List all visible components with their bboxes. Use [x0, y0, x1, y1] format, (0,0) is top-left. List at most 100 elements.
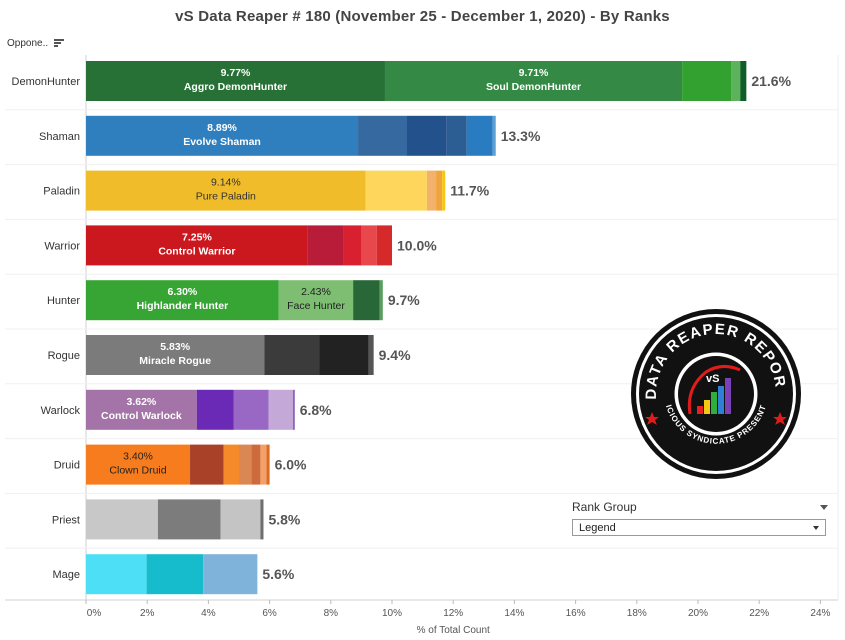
bar-segment[interactable]: [492, 115, 496, 156]
category-label: Rogue: [48, 350, 80, 362]
sort-label: Oppone..: [7, 38, 49, 49]
x-axis-label: % of Total Count: [417, 625, 490, 636]
bar-segment[interactable]: [361, 225, 377, 266]
bar-segment[interactable]: [278, 280, 354, 321]
segment-value-label: 6.30%: [167, 286, 197, 298]
bar-segment[interactable]: [268, 389, 294, 430]
x-tick-label: 12%: [443, 608, 463, 619]
rank-group-selected: Legend: [579, 521, 616, 534]
category-label: Paladin: [43, 186, 80, 198]
bar-segment[interactable]: [86, 389, 197, 430]
bar-segment[interactable]: [343, 225, 362, 266]
logo-mark: vS: [706, 373, 719, 385]
x-tick-label: 14%: [504, 608, 524, 619]
x-tick-label: 24%: [810, 608, 830, 619]
bar-segment[interactable]: [368, 335, 374, 375]
bar-segment[interactable]: [264, 335, 320, 375]
bar-segment[interactable]: [86, 554, 147, 595]
segment-value-label: 7.25%: [182, 231, 212, 243]
x-tick-label: 10%: [382, 608, 402, 619]
bar-segment[interactable]: [682, 61, 732, 101]
x-tick-label: 6%: [262, 608, 277, 619]
bar-segment[interactable]: [203, 554, 258, 595]
rank-group-dropdown[interactable]: Legend: [572, 519, 826, 536]
total-label: 5.8%: [268, 511, 300, 527]
chart-title: vS Data Reaper # 180 (November 25 - Dece…: [175, 8, 670, 25]
x-tick-label: 2%: [140, 608, 155, 619]
x-tick-label: 18%: [627, 608, 647, 619]
bar-segment[interactable]: [251, 444, 261, 485]
x-tick-label: 22%: [749, 608, 769, 619]
bar-segment[interactable]: [446, 115, 467, 156]
bar-segment[interactable]: [266, 444, 270, 485]
bar-segment[interactable]: [157, 499, 221, 540]
bar-segment[interactable]: [223, 444, 239, 485]
bar-segment[interactable]: [260, 444, 267, 485]
bar-segment[interactable]: [220, 499, 261, 540]
bar-segment[interactable]: [86, 225, 308, 266]
total-label: 6.0%: [275, 457, 307, 473]
segment-archetype-label: Miracle Rogue: [139, 355, 211, 367]
bar-segment[interactable]: [86, 115, 359, 156]
bar-segment[interactable]: [233, 389, 269, 430]
segment-archetype-label: Soul DemonHunter: [486, 81, 581, 93]
category-label: Priest: [52, 514, 80, 526]
x-tick-label: 20%: [688, 608, 708, 619]
bar-segment[interactable]: [384, 61, 683, 101]
category-label: DemonHunter: [12, 76, 81, 88]
segment-value-label: 9.14%: [211, 177, 241, 189]
bar-segment[interactable]: [379, 280, 383, 321]
bar-segment[interactable]: [260, 499, 264, 540]
bar-segment[interactable]: [731, 61, 741, 101]
segment-archetype-label: Face Hunter: [287, 300, 345, 312]
segment-value-label: 8.89%: [207, 122, 237, 134]
category-label: Mage: [52, 569, 80, 581]
segment-archetype-label: Highlander Hunter: [137, 300, 229, 312]
bar-segment[interactable]: [86, 335, 265, 375]
bar-segment[interactable]: [293, 389, 295, 430]
bar-segment[interactable]: [466, 115, 493, 156]
segment-value-label: 9.77%: [221, 67, 251, 79]
bar-segment[interactable]: [146, 554, 204, 595]
bar-segment[interactable]: [86, 280, 279, 321]
bar-segment[interactable]: [319, 335, 369, 375]
bar-segment[interactable]: [86, 444, 191, 485]
total-label: 10.0%: [397, 237, 437, 253]
total-label: 9.7%: [388, 292, 420, 308]
segment-archetype-label: Control Warlock: [101, 410, 182, 422]
bar-segment[interactable]: [365, 170, 427, 211]
bar-segment[interactable]: [358, 115, 407, 156]
bar-segment[interactable]: [86, 170, 366, 211]
bar-segment[interactable]: [406, 115, 447, 156]
total-label: 11.7%: [450, 183, 489, 199]
category-label: Hunter: [47, 295, 80, 307]
x-tick-label: 0%: [87, 608, 102, 619]
x-tick-label: 4%: [201, 608, 216, 619]
x-tick-label: 16%: [566, 608, 586, 619]
category-label: Warlock: [41, 405, 81, 417]
total-label: 13.3%: [501, 128, 541, 144]
bar-segment[interactable]: [740, 61, 747, 101]
segment-archetype-label: Aggro DemonHunter: [184, 81, 287, 93]
category-label: Warrior: [44, 240, 80, 252]
bar-segment[interactable]: [307, 225, 344, 266]
bar-segment[interactable]: [86, 61, 385, 101]
segment-archetype-label: Control Warrior: [158, 245, 235, 257]
bar-segment[interactable]: [436, 170, 443, 211]
dropdown-arrow-icon: [813, 525, 819, 530]
total-label: 6.8%: [300, 402, 332, 418]
total-label: 9.4%: [379, 347, 411, 363]
bar-segment[interactable]: [239, 444, 252, 485]
category-label: Shaman: [39, 131, 80, 143]
bar-segment[interactable]: [353, 280, 380, 321]
bar-segment[interactable]: [442, 170, 446, 211]
sort-icon[interactable]: [54, 39, 65, 48]
bar-segment[interactable]: [426, 170, 437, 211]
rank-group-menu-caret-icon[interactable]: [820, 504, 828, 510]
bar-segment[interactable]: [190, 444, 224, 485]
sort-control[interactable]: Oppone..: [7, 38, 65, 49]
bar-segment[interactable]: [86, 499, 158, 540]
bar-segment[interactable]: [196, 389, 234, 430]
bar-segment[interactable]: [376, 225, 392, 266]
total-label: 21.6%: [751, 73, 791, 89]
